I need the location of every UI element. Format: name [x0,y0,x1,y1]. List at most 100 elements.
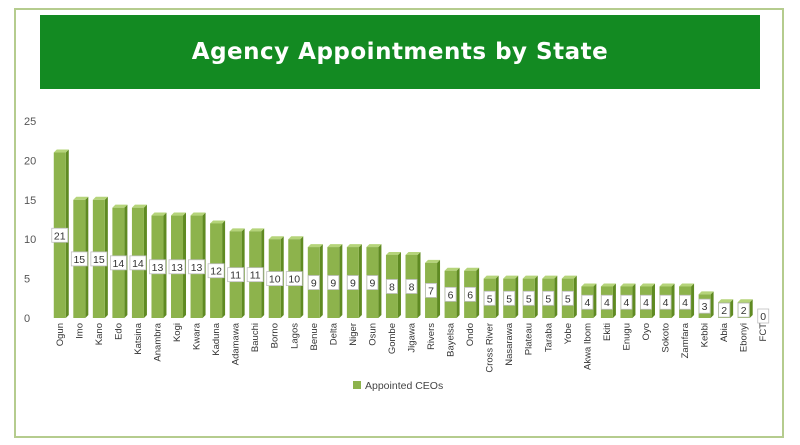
bar-side [651,283,655,318]
data-label-box [227,267,245,283]
category-label: Borno [270,323,281,348]
data-label: 9 [330,278,336,290]
bar-side [573,275,577,318]
category-label: Oyo [641,323,652,340]
data-label-box [444,286,457,302]
data-label-box [561,290,574,306]
data-label-box [327,275,340,290]
data-label: 3 [702,301,708,313]
category-label: Ebonyi [739,323,750,352]
category-label: Gombe [387,323,398,354]
bar-side [632,283,636,318]
data-label-box [737,302,750,318]
category-label: Sokoto [661,323,672,353]
category-label: Ekiti [602,323,613,341]
bar-top [249,228,265,232]
bar-top [425,259,441,263]
data-label-box [405,279,418,294]
bar-top [307,244,323,248]
bar-top [464,267,480,271]
category-label: Benue [309,323,320,350]
bar-top [210,220,226,224]
category-label: Cross River [485,323,496,373]
bar-side [476,267,480,318]
data-label-box [207,263,225,279]
data-label-box [51,227,69,243]
bar-top [581,283,597,287]
data-label-box [285,271,303,287]
data-label: 4 [682,297,688,309]
category-label: Osun [367,323,378,346]
data-label: 4 [584,297,590,309]
bar-top [503,275,519,279]
y-tick-label: 15 [24,195,36,207]
data-label: 8 [409,281,415,293]
data-label-box [698,298,711,314]
bar-top [737,299,753,303]
bar-side [456,267,460,318]
category-label: Ondo [465,323,476,346]
category-label: Abia [719,322,730,342]
data-label-box [542,290,555,306]
data-label-box [464,286,477,302]
data-label: 11 [230,270,241,282]
data-label: 11 [250,270,261,282]
y-axis: 0 5 10 15 20 25 [24,116,36,325]
bar-top [346,244,362,248]
category-label: Imo [74,323,85,339]
data-label: 15 [93,254,105,266]
data-label-box [109,255,127,271]
bar-side [378,244,382,318]
category-label: Zamfara [680,322,691,358]
data-label: 4 [643,297,649,309]
category-label: Kwara [192,322,203,350]
bar-top [73,196,89,200]
data-label: 13 [152,262,164,274]
data-label: 10 [288,274,300,286]
bar-top [131,204,147,208]
data-label: 6 [448,289,454,301]
data-label: 4 [604,297,610,309]
bar-top [698,291,714,295]
data-label-box [90,251,108,267]
data-label-box [346,275,359,290]
data-label: 5 [526,293,532,305]
category-label: Edo [113,323,124,340]
legend-label: Appointed CEOs [365,380,443,392]
data-label-box [70,251,88,267]
data-label: 6 [467,289,473,301]
y-tick-label: 20 [24,155,36,167]
data-label-box [266,271,284,287]
data-label: 5 [487,293,493,305]
bar-top [229,228,245,232]
data-label-box [581,294,594,310]
category-label: Akwa Ibom [582,323,593,370]
data-label-box [503,290,516,306]
data-label-box [149,259,166,275]
bar-top [366,244,382,248]
category-label: Taraba [543,322,554,352]
category-labels: Ogun Imo Kano Edo Katsina Anambra Kogi Kwara Kad… [55,322,769,372]
legend-swatch [353,381,361,389]
data-label: 2 [741,305,747,317]
category-label: Delta [328,322,339,345]
title-banner: Agency Appointments by State [40,15,760,89]
category-label: Adamawa [231,322,242,365]
bar-top [639,283,655,287]
bar-side [319,244,323,318]
bar-top [444,267,460,271]
data-label: 7 [428,285,434,297]
data-label-box [246,267,264,283]
bar-top [53,149,69,153]
category-label: Rivers [426,323,437,350]
data-label-box [168,259,186,275]
bar-side [495,275,499,318]
data-label-box [620,294,633,310]
category-label: Anambra [152,322,163,361]
category-label: Kaduna [211,322,222,355]
category-label: FCT [758,323,769,342]
bar-side [749,299,753,318]
data-label: 10 [269,274,281,286]
bar-top [620,283,636,287]
